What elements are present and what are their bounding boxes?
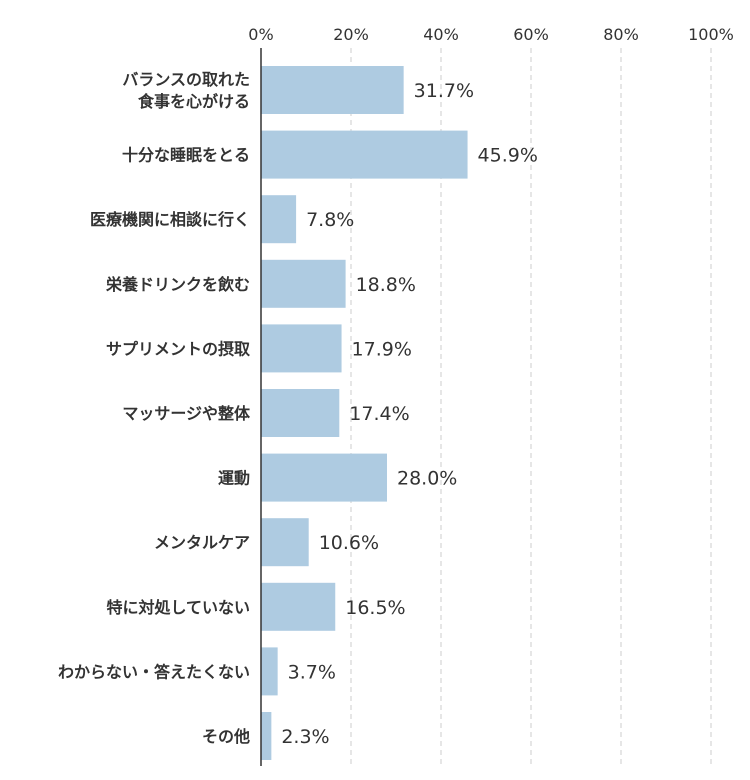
bar — [261, 453, 387, 502]
x-tick-label: 100% — [688, 25, 734, 44]
x-tick-label: 40% — [423, 25, 459, 44]
category-label: 運動 — [218, 469, 250, 488]
bar — [261, 712, 272, 760]
bar — [261, 389, 340, 437]
category-label: 食事を心がける — [137, 92, 250, 111]
data-label: 3.7% — [288, 661, 336, 683]
bar — [261, 195, 297, 244]
x-axis-ticks: 0% 20% 40% 60% 80% 100% — [248, 25, 734, 44]
category-label: バランスの取れた — [122, 70, 250, 89]
category-label: その他 — [202, 727, 250, 746]
data-label: 16.5% — [345, 597, 405, 619]
category-label: 特に対処していない — [106, 598, 250, 617]
bar — [261, 518, 309, 567]
bar — [261, 130, 468, 179]
category-label: 十分な睡眠をとる — [122, 146, 250, 165]
bar — [261, 66, 404, 114]
category-label: 医療機関に相談に行く — [90, 210, 250, 229]
bar — [261, 582, 336, 631]
data-label: 28.0% — [397, 468, 457, 490]
data-label: 17.4% — [349, 403, 409, 425]
x-tick-label: 20% — [333, 25, 369, 44]
category-label: メンタルケア — [154, 533, 250, 552]
x-tick-label: 60% — [513, 25, 549, 44]
x-tick-label: 0% — [248, 25, 273, 44]
bar — [261, 259, 346, 308]
data-label: 31.7% — [414, 80, 474, 102]
category-labels: バランスの取れた食事を心がける十分な睡眠をとる医療機関に相談に行く栄養ドリンクを… — [58, 70, 251, 746]
data-label: 2.3% — [281, 726, 329, 748]
category-label: マッサージや整体 — [122, 404, 251, 423]
data-label: 18.8% — [356, 274, 416, 296]
data-label: 17.9% — [352, 338, 412, 360]
value-labels: 31.7% 45.9% 7.8% 18.8% 17.9% 17.4% 28.0% 10.6% 1… — [281, 80, 538, 748]
bars — [261, 66, 468, 760]
data-label: 10.6% — [319, 532, 379, 554]
data-label: 45.9% — [478, 145, 538, 167]
x-tick-label: 80% — [603, 25, 639, 44]
bar — [261, 647, 278, 696]
category-label: サプリメントの摂取 — [106, 339, 250, 358]
category-label: 栄養ドリンクを飲む — [105, 275, 250, 294]
category-label: わからない・答えたくない — [58, 662, 250, 681]
bar — [261, 324, 342, 373]
data-label: 7.8% — [306, 209, 354, 231]
